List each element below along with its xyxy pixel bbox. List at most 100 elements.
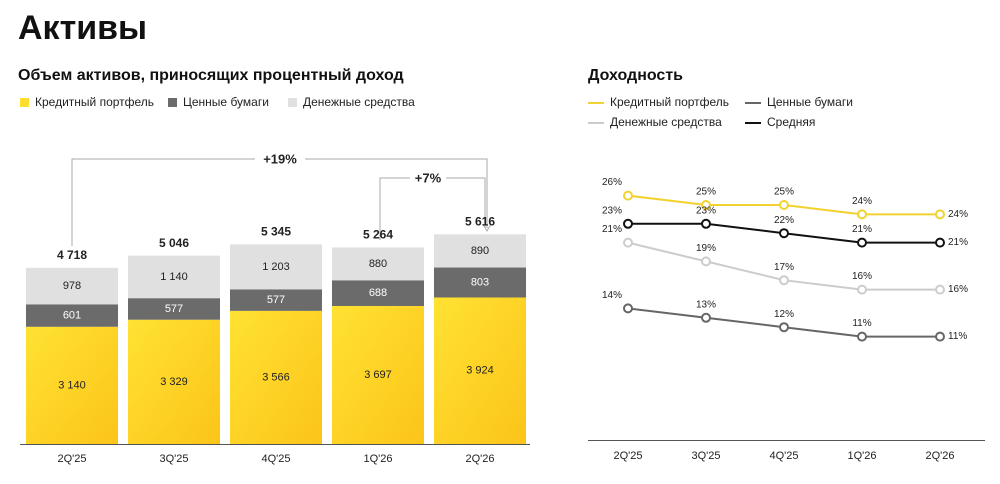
bar-segment: [332, 280, 424, 306]
x-tick-label: 4Q'25: [261, 453, 290, 465]
bar-segment: [128, 255, 220, 299]
connector: [71, 158, 488, 246]
point: [701, 312, 711, 323]
data-label: 19%: [696, 243, 716, 254]
point: [857, 331, 867, 342]
point: [623, 303, 633, 314]
data-label: 16%: [948, 284, 968, 295]
data-label: 13%: [696, 299, 716, 310]
data-label: 22%: [774, 215, 794, 226]
data-label: 11%: [948, 331, 967, 342]
total-label: 5 616: [465, 214, 495, 228]
x-tick-label: 3Q'25: [159, 453, 188, 465]
legend-label: Ценные бумаги: [767, 95, 853, 109]
x-tick-label: 2Q'26: [925, 450, 954, 462]
data-label: 12%: [774, 309, 794, 320]
total-label: 5 046: [159, 236, 189, 250]
x-tick-label: 4Q'25: [769, 450, 798, 462]
legend-label: Кредитный портфель: [610, 95, 729, 109]
legend-label: Кредитный портфель: [35, 95, 154, 109]
data-label: 23%: [602, 205, 622, 216]
data-label: 978: [63, 280, 81, 292]
bar-segment: [128, 298, 220, 320]
data-label: 11%: [852, 318, 871, 329]
legend-label: Ценные бумаги: [183, 95, 269, 109]
total-label: 5 345: [261, 225, 291, 239]
x-tick-label: 3Q'25: [691, 450, 720, 462]
point: [623, 237, 633, 248]
legend-swatch: [168, 98, 177, 107]
data-label: 24%: [852, 196, 872, 207]
point: [701, 218, 711, 229]
point: [779, 275, 789, 286]
bar-segment: [230, 310, 322, 444]
data-label: 3 566: [262, 371, 290, 383]
data-label: 21%: [852, 224, 872, 235]
chart-title: Доходность: [588, 67, 683, 84]
data-label: 880: [369, 258, 387, 270]
data-label: 25%: [696, 187, 716, 198]
annotation: +7%: [415, 170, 442, 185]
data-label: 577: [267, 294, 285, 306]
point: [623, 218, 633, 229]
data-label: 577: [165, 303, 183, 315]
legend-swatch: [20, 98, 29, 107]
data-label: 3 697: [364, 369, 392, 381]
arrow: [482, 223, 492, 233]
point: [779, 322, 789, 333]
point: [779, 200, 789, 210]
data-label: 688: [369, 287, 387, 299]
point: [857, 284, 867, 295]
bar-segment: [230, 244, 322, 290]
point: [701, 200, 711, 210]
data-label: 14%: [602, 290, 622, 301]
data-label: 23%: [696, 205, 716, 216]
legend-label: Денежные средства: [303, 95, 415, 109]
point: [935, 284, 945, 295]
data-label: 1 203: [262, 261, 290, 273]
data-label: 601: [63, 309, 81, 321]
point: [857, 209, 867, 220]
data-label: 21%: [948, 237, 968, 248]
total-label: 4 718: [57, 248, 87, 262]
page-title: Активы: [18, 9, 147, 47]
annotation: +19%: [263, 151, 297, 166]
bar-segment: [434, 297, 526, 444]
data-label: 24%: [948, 209, 968, 220]
bar-segment: [230, 289, 322, 311]
point: [857, 237, 867, 248]
bar-segment: [26, 267, 118, 305]
point: [935, 209, 945, 220]
point: [935, 237, 945, 248]
legend-label: Денежные средства: [610, 115, 722, 129]
bar-segment: [128, 319, 220, 444]
connector: [379, 177, 486, 240]
bar-segment: [332, 247, 424, 281]
data-label: 16%: [852, 271, 872, 282]
point: [701, 256, 711, 267]
data-label: 3 924: [466, 365, 494, 377]
point: [935, 331, 945, 342]
bar-segment: [332, 305, 424, 444]
data-label: 26%: [602, 177, 622, 188]
data-label: 21%: [602, 224, 622, 235]
data-label: 3 140: [58, 379, 86, 391]
point: [779, 228, 789, 239]
data-label: 803: [471, 276, 489, 288]
data-label: 17%: [774, 262, 794, 273]
data-label: 1 140: [160, 271, 188, 283]
bar-segment: [26, 326, 118, 444]
bar-segment: [26, 304, 118, 327]
legend-swatch: [288, 98, 297, 107]
point: [623, 190, 633, 201]
x-tick-label: 2Q'25: [57, 453, 86, 465]
bar-segment: [434, 234, 526, 268]
legend-label: Средняя: [767, 115, 815, 129]
data-label: 3 329: [160, 376, 188, 388]
x-tick-label: 2Q'26: [465, 453, 494, 465]
bar-segment: [434, 267, 526, 298]
x-tick-label: 2Q'25: [613, 450, 642, 462]
chart-title: Объем активов, приносящих процентный дох…: [18, 67, 404, 84]
x-tick-label: 1Q'26: [847, 450, 876, 462]
